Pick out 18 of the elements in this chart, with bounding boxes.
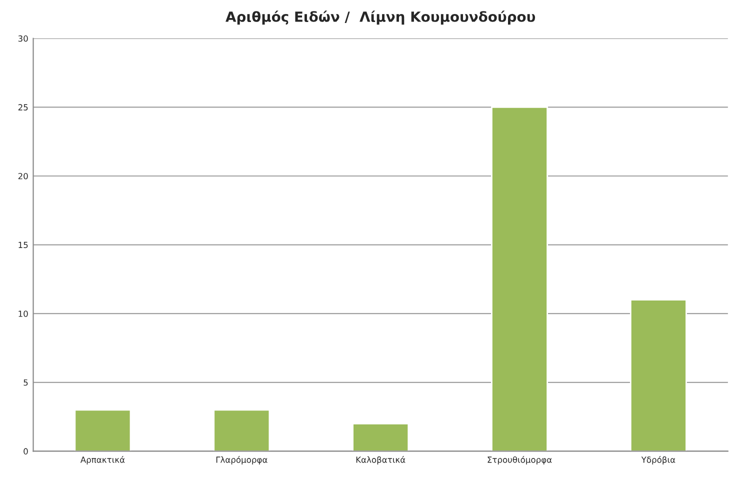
x-tick-label: Γλαρόμορφα — [216, 456, 268, 464]
y-tick-label: 25 — [18, 104, 28, 110]
bar — [491, 106, 548, 452]
x-tick-label: Υδρόβια — [641, 456, 676, 464]
bar — [74, 409, 132, 452]
y-tick-label: 15 — [18, 242, 28, 248]
x-tick-label: Αρπακτικά — [80, 456, 125, 464]
y-tick-label: 20 — [18, 172, 28, 180]
x-tick-label: Στρουθιόμορφα — [488, 456, 552, 464]
y-tick-label: 10 — [18, 310, 28, 317]
bar — [213, 409, 270, 452]
bar — [352, 422, 410, 452]
y-tick-label: 30 — [18, 35, 28, 42]
x-tick-label: Καλοβατικά — [356, 456, 406, 464]
bar — [630, 299, 687, 452]
y-tick-label: 0 — [24, 448, 28, 454]
chart-title: Αριθμός Ειδών / Λίμνη Κουμουνδούρου — [226, 10, 536, 25]
y-tick-label: 5 — [24, 379, 28, 386]
